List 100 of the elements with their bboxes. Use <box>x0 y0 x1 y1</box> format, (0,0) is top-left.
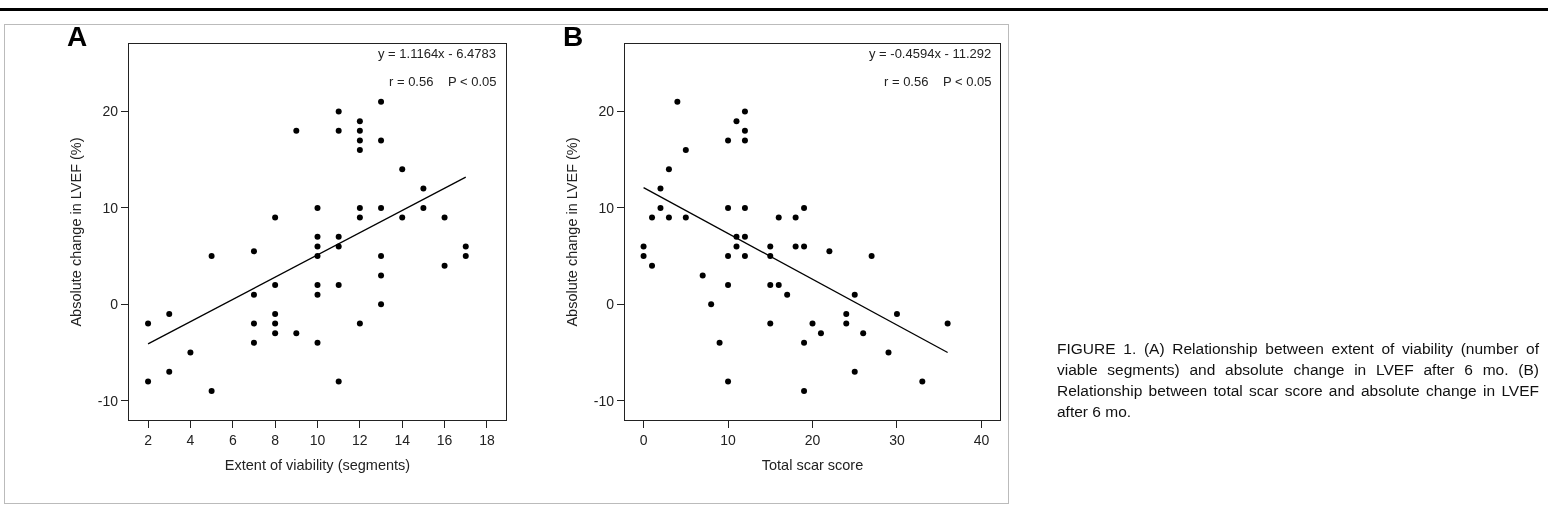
point <box>649 214 656 221</box>
point <box>462 253 469 260</box>
point <box>716 339 723 346</box>
point <box>775 282 782 289</box>
point <box>356 204 363 211</box>
point <box>250 339 257 346</box>
point <box>725 204 732 211</box>
point <box>741 127 748 134</box>
annotation: r = 0.56 P < 0.05 <box>389 74 497 89</box>
annotation: r = 0.56 P < 0.05 <box>884 74 992 89</box>
y-axis-title: Absolute change in LVEF (%) <box>68 137 85 327</box>
point <box>208 388 215 395</box>
point <box>665 166 672 173</box>
point <box>378 301 385 308</box>
x-tick-label: 18 <box>479 431 495 448</box>
point <box>335 233 342 240</box>
point <box>741 253 748 260</box>
point <box>657 185 664 192</box>
point <box>851 291 858 298</box>
caption: FIGURE 1. (A) Relationship between extent of viability (number of viable segments) and absolute change in LVEF after 6 mo. (B) Relationship between total scar score and absolute change in LVEF after 6 mo. <box>1057 339 1539 422</box>
point <box>145 320 152 327</box>
y-tick-label: -10 <box>97 392 119 409</box>
point <box>708 301 715 308</box>
point <box>826 248 833 255</box>
point <box>843 310 850 317</box>
y-tick-label: 20 <box>598 103 615 120</box>
point <box>725 282 732 289</box>
y-tick-label: -10 <box>593 392 615 409</box>
point <box>741 108 748 115</box>
x-tick-label: 2 <box>144 431 153 448</box>
point <box>272 320 279 327</box>
point <box>919 378 926 385</box>
point <box>682 147 689 154</box>
point <box>868 253 875 260</box>
point <box>272 330 279 337</box>
point <box>733 118 740 125</box>
point <box>657 204 664 211</box>
x-tick-label: 10 <box>309 431 326 448</box>
point <box>893 310 900 317</box>
point <box>640 253 647 260</box>
point <box>272 282 279 289</box>
point <box>378 272 385 279</box>
point <box>166 310 173 317</box>
point <box>399 214 406 221</box>
x-tick-label: 10 <box>720 431 737 448</box>
point <box>208 253 215 260</box>
point <box>378 137 385 144</box>
point <box>784 291 791 298</box>
point <box>792 214 799 221</box>
point <box>733 243 740 250</box>
point <box>665 214 672 221</box>
point <box>356 118 363 125</box>
point <box>314 291 321 298</box>
point <box>335 108 342 115</box>
x-tick-label: 8 <box>271 431 280 448</box>
x-tick-label: 12 <box>352 431 368 448</box>
point <box>314 204 321 211</box>
point <box>166 368 173 375</box>
point <box>335 282 342 289</box>
y-tick-label: 20 <box>102 103 119 120</box>
point <box>801 339 808 346</box>
point <box>335 378 342 385</box>
point <box>699 272 706 279</box>
point <box>378 204 385 211</box>
point <box>809 320 816 327</box>
point <box>293 330 300 337</box>
point <box>356 137 363 144</box>
y-tick-label: 0 <box>110 296 119 313</box>
point <box>767 282 774 289</box>
point <box>741 204 748 211</box>
point <box>356 127 363 134</box>
point <box>356 320 363 327</box>
point <box>420 185 427 192</box>
x-tick-label: 6 <box>228 431 237 448</box>
point <box>885 349 892 356</box>
chart-title: A <box>67 20 88 52</box>
point <box>314 339 321 346</box>
point <box>682 214 689 221</box>
point <box>335 127 342 134</box>
point <box>860 330 867 337</box>
point <box>725 137 732 144</box>
x-tick-label: 4 <box>186 431 195 448</box>
point <box>775 214 782 221</box>
point <box>725 253 732 260</box>
point <box>462 243 469 250</box>
point <box>649 262 656 269</box>
chart-title: B <box>563 20 584 52</box>
point <box>801 388 808 395</box>
point <box>851 368 858 375</box>
x-tick-label: 16 <box>436 431 453 448</box>
point <box>767 243 774 250</box>
point <box>640 243 647 250</box>
point <box>187 349 194 356</box>
point <box>378 253 385 260</box>
point <box>145 378 152 385</box>
point <box>420 204 427 211</box>
point <box>293 127 300 134</box>
y-axis-title: Absolute change in LVEF (%) <box>564 137 581 327</box>
point <box>741 233 748 240</box>
point <box>314 233 321 240</box>
